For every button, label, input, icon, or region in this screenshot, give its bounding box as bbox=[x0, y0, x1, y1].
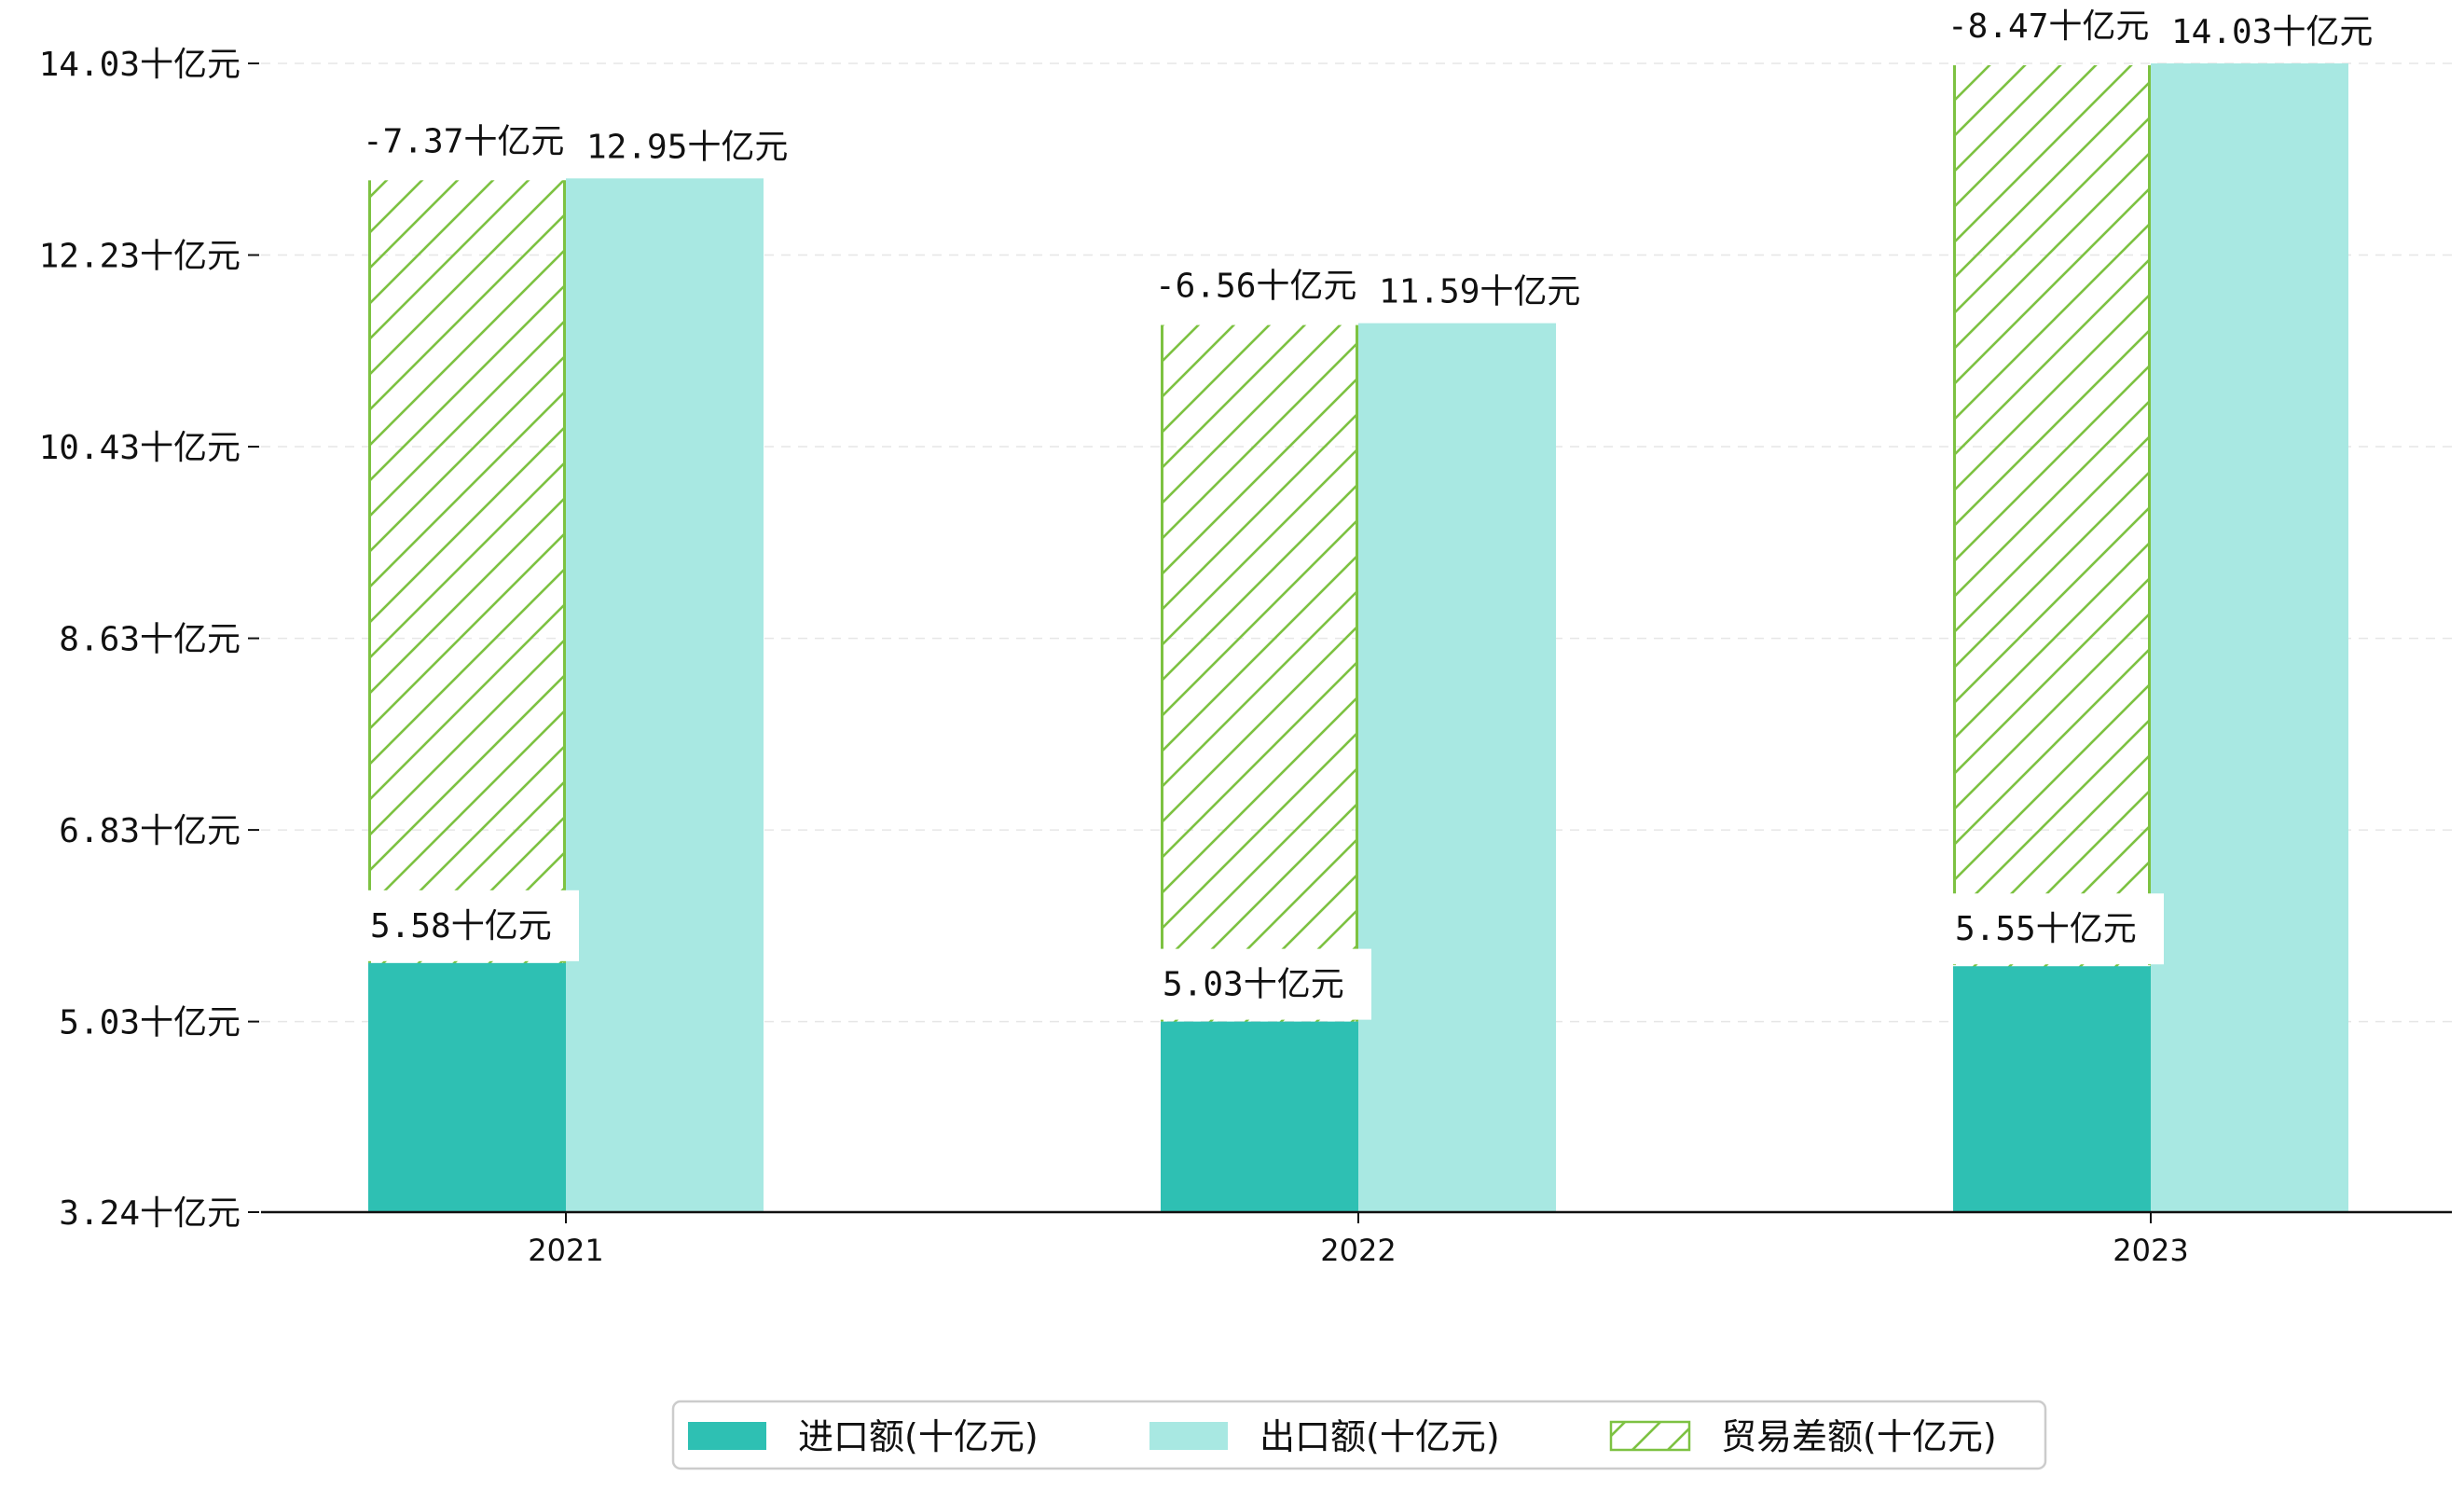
legend-label: 进口额(十亿元) bbox=[798, 1416, 1039, 1457]
legend-swatch-export bbox=[1149, 1422, 1228, 1450]
axes: 3.24十亿元 5.03十亿元 6.83十亿元 8.63十亿元 10.43十亿元 12.2… bbox=[39, 46, 2452, 1268]
bar-balance-2021 bbox=[368, 180, 566, 965]
data-label-balance: -6.56十亿元 bbox=[1155, 268, 1356, 306]
bar-export-2023 bbox=[2151, 63, 2348, 1212]
y-tick-label: 5.03十亿元 bbox=[59, 1004, 241, 1042]
legend-label: 贸易差额(十亿元) bbox=[1721, 1416, 1997, 1457]
x-tick-label: 2021 bbox=[528, 1233, 603, 1268]
bar-export-2022 bbox=[1358, 323, 1556, 1212]
data-labels: 12.95十亿元 -7.37十亿元 5.58十亿元 11.59十亿元 -6.56十亿元 5… bbox=[363, 0, 2373, 1020]
data-label-balance: -7.37十亿元 bbox=[363, 122, 564, 160]
data-label-import: 5.55十亿元 bbox=[1955, 910, 2137, 948]
x-tick-label: 2022 bbox=[1320, 1233, 1396, 1268]
label-box bbox=[1155, 257, 1379, 312]
bar-import-2022 bbox=[1161, 1021, 1358, 1212]
bar-balance-2023 bbox=[1953, 65, 2151, 968]
legend-label: 出口额(十亿元) bbox=[1260, 1416, 1500, 1457]
data-label-balance: -8.47十亿元 bbox=[1948, 7, 2149, 46]
data-label-import: 5.03十亿元 bbox=[1163, 966, 1344, 1004]
y-tick-label: 6.83十亿元 bbox=[59, 812, 241, 850]
legend-swatch-balance bbox=[1609, 1420, 1691, 1452]
x-tick-label: 2023 bbox=[2113, 1233, 2188, 1268]
legend-swatch-import bbox=[688, 1422, 766, 1450]
bar-export-2021 bbox=[566, 178, 764, 1212]
legend: 进口额(十亿元) 出口额(十亿元) 贸易差额(十亿元) bbox=[671, 1400, 2047, 1470]
bars bbox=[368, 63, 2348, 1212]
label-box bbox=[363, 890, 579, 961]
bar-import-2023 bbox=[1953, 966, 2151, 1212]
data-label-export: 12.95十亿元 bbox=[586, 128, 788, 166]
label-box bbox=[1155, 948, 1371, 1020]
data-label-import: 5.58十亿元 bbox=[370, 907, 552, 945]
bar-balance-2022 bbox=[1161, 324, 1358, 1024]
label-box bbox=[1948, 0, 2171, 52]
label-box bbox=[1948, 893, 2164, 965]
label-box bbox=[363, 113, 586, 168]
y-tick-label: 10.43十亿元 bbox=[39, 429, 241, 467]
data-label-export: 14.03十亿元 bbox=[2171, 13, 2373, 51]
y-tick-label: 8.63十亿元 bbox=[59, 621, 241, 659]
y-tick-label: 12.23十亿元 bbox=[39, 238, 241, 276]
y-tick-label: 3.24十亿元 bbox=[59, 1194, 241, 1233]
bar-import-2021 bbox=[368, 962, 566, 1212]
data-label-export: 11.59十亿元 bbox=[1379, 273, 1580, 311]
legend-frame bbox=[671, 1400, 2047, 1470]
y-tick-label: 14.03十亿元 bbox=[39, 46, 241, 84]
